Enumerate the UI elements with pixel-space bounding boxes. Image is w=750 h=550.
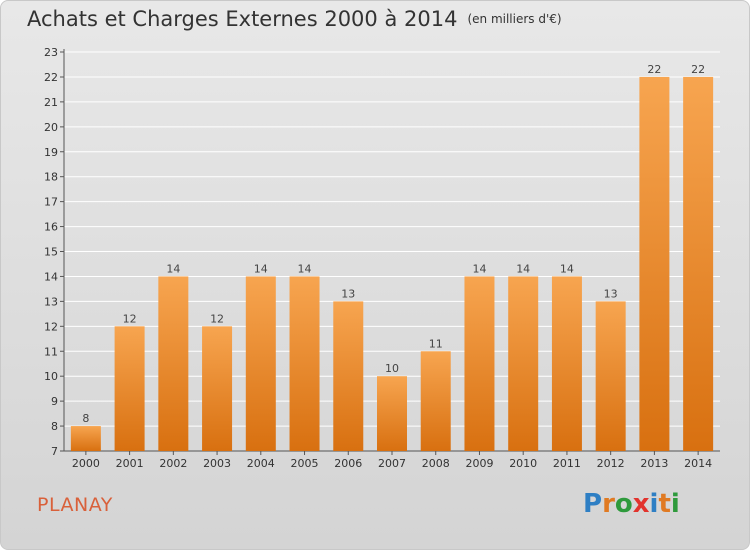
bar-2014 [683,76,714,451]
bar-2010 [508,276,539,451]
y-tick-label: 17 [44,196,58,209]
chart-title-text: Achats et Charges Externes 2000 à 2014 [27,7,458,31]
bar-2003 [202,326,233,451]
logo-letter: r [602,489,615,519]
x-tick-label: 2013 [640,457,668,470]
bar-value-label: 11 [429,337,443,350]
y-tick-label: 11 [44,345,58,358]
logo-letter: i [649,489,659,519]
y-tick-label: 9 [51,395,58,408]
logo-letter: o [614,489,633,519]
x-tick-label: 2011 [553,457,581,470]
bar-value-label: 14 [254,262,268,275]
bar-2006 [333,301,364,451]
x-tick-label: 2007 [378,457,406,470]
y-tick-label: 15 [44,246,58,259]
x-tick-label: 2009 [465,457,493,470]
bar-2008 [420,351,451,451]
x-tick-label: 2014 [684,457,712,470]
y-tick-label: 13 [44,295,58,308]
y-tick-label: 20 [44,121,58,134]
x-tick-label: 2012 [597,457,625,470]
y-tick-label: 8 [51,420,58,433]
y-tick-label: 14 [44,270,58,283]
bar-value-label: 14 [560,262,574,275]
y-tick-label: 7 [51,445,58,458]
bar-2002 [158,276,189,451]
bar-value-label: 22 [647,63,661,76]
bar-value-label: 14 [298,262,312,275]
y-tick-label: 21 [44,96,58,109]
bar-value-label: 13 [341,287,355,300]
bar-2004 [245,276,276,451]
x-tick-label: 2001 [116,457,144,470]
bar-2011 [551,276,582,451]
x-tick-label: 2008 [422,457,450,470]
bar-2001 [114,326,145,451]
bar-2013 [639,76,670,451]
y-tick-label: 12 [44,320,58,333]
bar-value-label: 22 [691,63,705,76]
bar-value-label: 14 [472,262,486,275]
y-tick-label: 23 [44,46,58,59]
logo-letter: i [670,489,680,519]
bar-value-labels: 8 12 14 12 14 14 13 10 11 14 14 14 13 22 22 [82,63,705,425]
bar-2005 [289,276,320,451]
logo-letter: P [583,489,603,519]
y-tick-label: 10 [44,370,58,383]
logo-letter: t [658,489,671,519]
bar-value-label: 10 [385,362,399,375]
y-tick-label: 16 [44,221,58,234]
bar-2000 [70,426,101,451]
y-tick-labels: 7 8 9 10 11 12 13 14 15 16 17 18 19 20 21 22 23 [44,46,64,458]
bar-value-label: 14 [166,262,180,275]
bar-2009 [464,276,495,451]
x-tick-label: 2004 [247,457,275,470]
x-tick-label: 2006 [334,457,362,470]
x-tick-label: 2002 [159,457,187,470]
chart-title: Achats et Charges Externes 2000 à 2014 (e… [27,7,562,31]
bars [70,76,714,451]
bar-value-label: 8 [82,412,89,425]
bar-value-label: 13 [604,287,618,300]
bar-value-label: 14 [516,262,530,275]
x-tick-label: 2000 [72,457,100,470]
chart-unit-label: (en milliers d'€) [467,12,562,26]
proxiti-logo: Proxiti [583,489,680,519]
y-tick-label: 18 [44,171,58,184]
bar-value-label: 12 [123,312,137,325]
x-tick-labels: 2000 2001 2002 2003 2004 2005 2006 2007 2008 2009… [72,451,712,470]
x-tick-label: 2010 [509,457,537,470]
logo-letter: x [632,489,650,519]
bar-value-label: 12 [210,312,224,325]
bar-2012 [595,301,626,451]
y-tick-label: 22 [44,71,58,84]
x-tick-label: 2003 [203,457,231,470]
bar-2007 [377,376,407,451]
place-name: PLANAY [37,494,113,516]
x-tick-label: 2005 [291,457,319,470]
y-tick-label: 19 [44,146,58,159]
